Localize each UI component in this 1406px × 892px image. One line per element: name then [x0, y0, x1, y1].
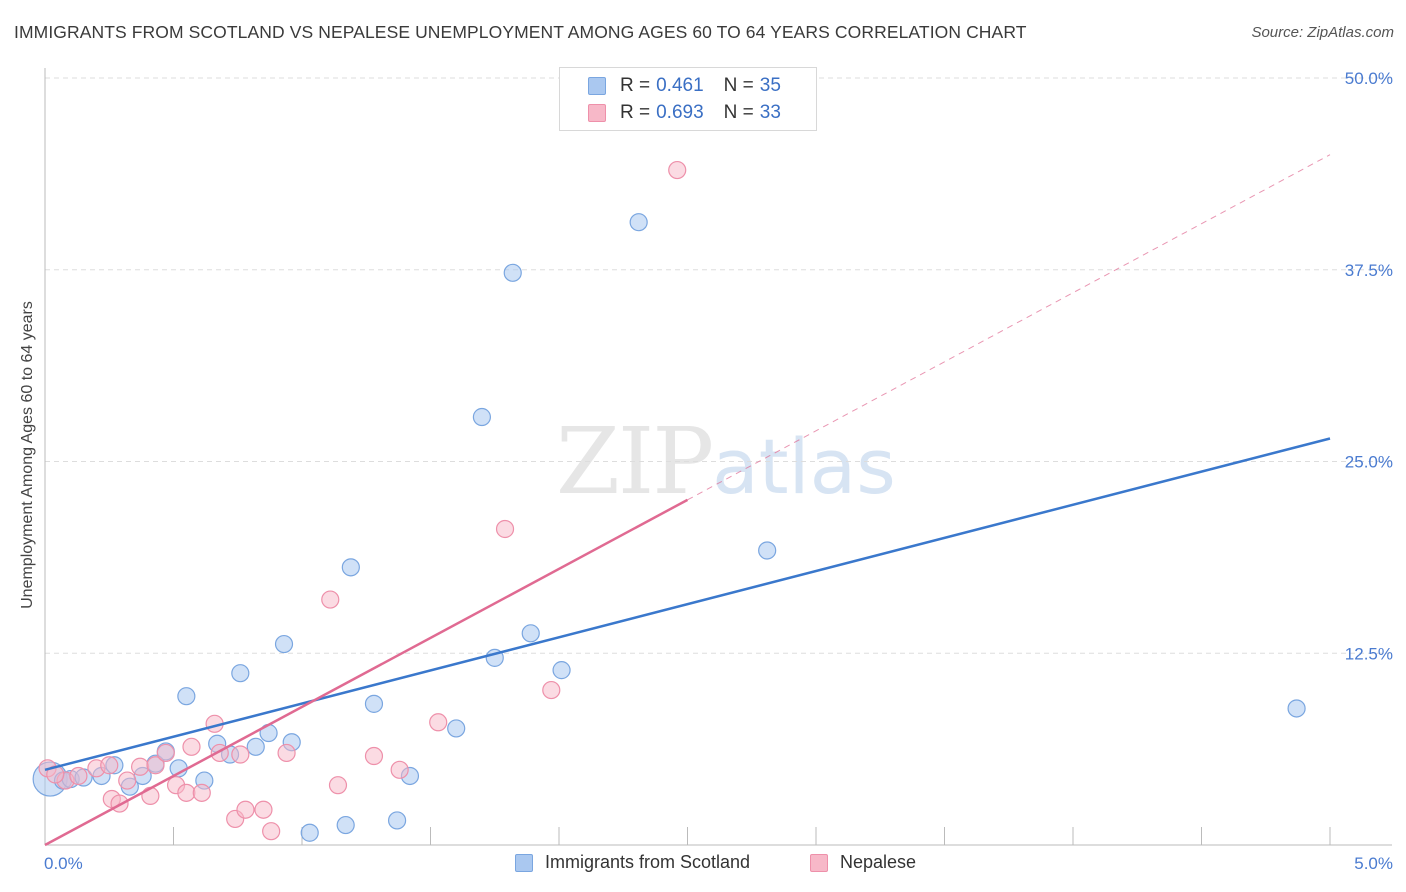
legend-n-label: N = — [723, 75, 754, 96]
nepalese-point — [177, 783, 196, 802]
nepalese-trend-line — [44, 498, 689, 847]
scotland-point — [231, 664, 250, 683]
scotland-point — [177, 687, 196, 706]
scotland-point — [274, 634, 294, 654]
scotland-point — [552, 661, 571, 680]
legend-r-value: 0.461 — [656, 75, 704, 96]
stats-legend: R = 0.461 N = 35 R = 0.693 N = 33 — [559, 67, 817, 131]
series-legend: Immigrants from Scotland Nepalese — [0, 852, 1406, 878]
nepalese-point — [182, 737, 201, 756]
nepalese-point — [141, 786, 160, 806]
y-tick-label: 37.5% — [1345, 261, 1393, 280]
nepalese-point — [69, 766, 88, 786]
nepalese-point — [542, 680, 561, 700]
nepalese-point — [321, 590, 340, 609]
nepalese-point — [130, 757, 150, 776]
nepalese-point — [146, 756, 165, 775]
legend-item-nepalese[interactable]: Nepalese — [810, 852, 916, 873]
y-axis-label: Unemployment Among Ages 60 to 64 years — [19, 301, 36, 609]
nepalese-point — [262, 822, 281, 841]
scotland-point — [300, 823, 319, 842]
legend-swatch-blue — [588, 77, 606, 95]
y-tick-label: 25.0% — [1345, 453, 1393, 472]
scotland-point — [472, 407, 491, 427]
scotland-point — [503, 263, 522, 282]
scotland-point — [1287, 699, 1306, 718]
x-tick-label: 5.0% — [1354, 854, 1393, 873]
nepalese-point — [390, 760, 409, 779]
legend-n-value: 35 — [759, 75, 781, 96]
trend-lines — [44, 154, 1331, 847]
legend-row-scotland: R = 0.461 N = 35 — [588, 74, 781, 98]
legend-r-label: R = — [620, 75, 651, 96]
nepalese-point — [364, 746, 384, 766]
legend-swatch-pink — [810, 853, 828, 872]
nepalese-point — [429, 713, 448, 732]
legend-r-value: 0.693 — [656, 102, 704, 123]
legend-row-nepalese: R = 0.693 N = 33 — [588, 101, 781, 125]
nepalese-point — [495, 519, 515, 539]
nepalese-trend-extension — [687, 154, 1331, 501]
scotland-point — [521, 624, 540, 643]
nepalese-point — [100, 756, 119, 775]
nepalese-point — [328, 776, 348, 795]
scotland-point — [341, 558, 360, 577]
scotland-point — [387, 811, 407, 830]
legend-swatch-pink — [588, 104, 606, 122]
tick-labels: 12.5% 25.0% 37.5% 50.0% 0.0% 5.0% — [44, 69, 1393, 873]
legend-r-label: R = — [620, 102, 651, 123]
scotland-point — [629, 213, 648, 232]
source-credit: Source: ZipAtlas.com — [1251, 24, 1394, 41]
legend-item-scotland[interactable]: Immigrants from Scotland — [515, 852, 750, 873]
nepalese-point — [192, 783, 211, 802]
axes — [44, 68, 1392, 846]
scotland-point — [336, 815, 355, 835]
scotland-point — [364, 694, 384, 713]
series-nepalese-points — [38, 160, 687, 841]
legend-swatch-blue — [515, 853, 533, 872]
gridlines — [45, 77, 1392, 654]
nepalese-point — [156, 743, 175, 763]
scotland-point — [758, 541, 777, 560]
y-tick-label: 12.5% — [1345, 644, 1393, 663]
nepalese-point — [118, 771, 137, 790]
legend-item-label: Immigrants from Scotland — [545, 852, 751, 872]
scotland-trend-line — [44, 437, 1331, 772]
nepalese-point — [668, 160, 687, 180]
nepalese-point — [277, 743, 296, 763]
legend-n-label: N = — [723, 102, 754, 123]
chart-title: IMMIGRANTS FROM SCOTLAND VS NEPALESE UNE… — [14, 22, 1027, 42]
nepalese-point — [236, 800, 255, 819]
scotland-point — [447, 719, 466, 738]
legend-n-value: 33 — [759, 102, 781, 123]
scotland-point — [246, 737, 265, 756]
watermark: ZIPatlas — [556, 408, 896, 515]
legend-item-label: Nepalese — [840, 852, 917, 872]
nepalese-point — [231, 745, 250, 764]
nepalese-point — [254, 800, 273, 819]
y-tick-label: 50.0% — [1345, 69, 1393, 88]
x-tick-label: 0.0% — [44, 854, 83, 873]
